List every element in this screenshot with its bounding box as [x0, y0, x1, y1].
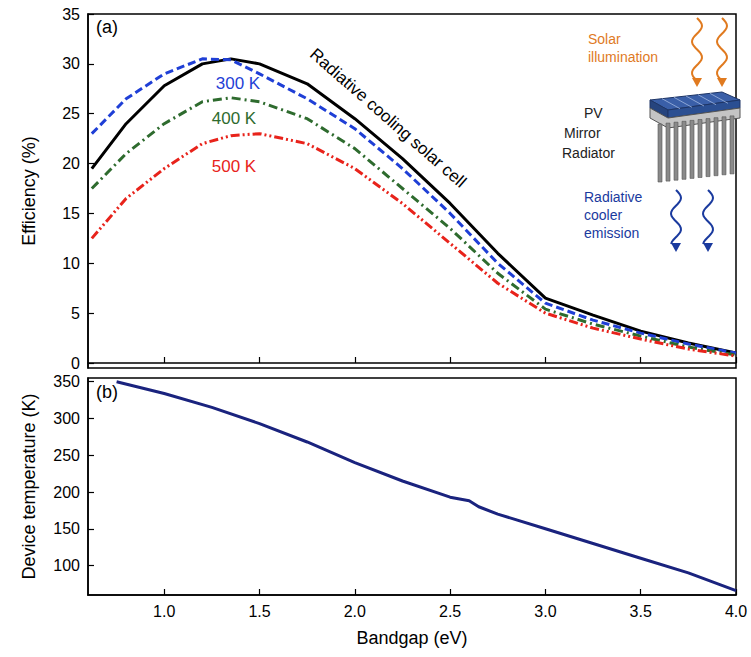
- svg-text:5: 5: [71, 305, 80, 322]
- svg-text:100: 100: [53, 557, 80, 574]
- svg-text:Bandgap (eV): Bandgap (eV): [356, 628, 467, 648]
- svg-text:Radiative cooling solar cell: Radiative cooling solar cell: [306, 45, 470, 192]
- svg-text:2.0: 2.0: [344, 603, 366, 620]
- svg-text:3.5: 3.5: [630, 603, 652, 620]
- svg-text:PV: PV: [584, 105, 603, 121]
- svg-text:1.0: 1.0: [153, 603, 175, 620]
- svg-text:Mirror: Mirror: [564, 125, 601, 141]
- svg-text:30: 30: [62, 55, 80, 72]
- svg-text:Radiator: Radiator: [562, 145, 615, 161]
- svg-text:emission: emission: [584, 225, 639, 241]
- svg-text:300: 300: [53, 410, 80, 427]
- svg-text:350: 350: [53, 373, 80, 390]
- svg-text:15: 15: [62, 205, 80, 222]
- svg-text:Device temperature (K): Device temperature (K): [19, 393, 39, 579]
- svg-text:250: 250: [53, 447, 80, 464]
- svg-text:1.5: 1.5: [248, 603, 270, 620]
- svg-text:illumination: illumination: [588, 49, 658, 65]
- svg-text:Efficiency (%): Efficiency (%): [19, 136, 39, 246]
- svg-text:200: 200: [53, 484, 80, 501]
- svg-text:3.0: 3.0: [534, 603, 556, 620]
- svg-text:25: 25: [62, 105, 80, 122]
- svg-text:0: 0: [71, 355, 80, 372]
- svg-text:300 K: 300 K: [216, 74, 261, 93]
- svg-text:Solar: Solar: [588, 31, 625, 47]
- svg-text:4.0: 4.0: [725, 603, 747, 620]
- svg-text:20: 20: [62, 155, 80, 172]
- svg-text:35: 35: [62, 6, 80, 23]
- svg-text:400 K: 400 K: [212, 109, 257, 128]
- svg-text:(b): (b): [96, 382, 118, 402]
- svg-text:(a): (a): [96, 17, 118, 37]
- svg-text:150: 150: [53, 520, 80, 537]
- svg-text:2.5: 2.5: [439, 603, 461, 620]
- svg-text:cooler: cooler: [584, 207, 626, 223]
- svg-text:Radiative: Radiative: [584, 189, 646, 205]
- svg-text:500 K: 500 K: [212, 157, 257, 176]
- svg-text:10: 10: [62, 255, 80, 272]
